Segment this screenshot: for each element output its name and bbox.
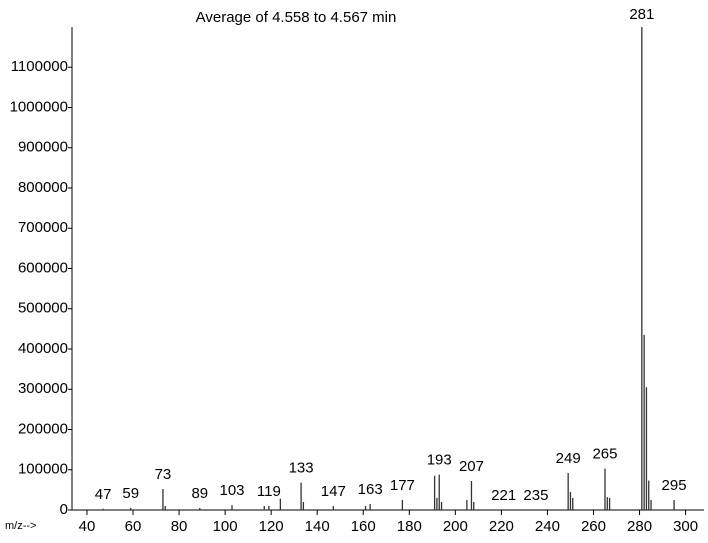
y-tick-label: 400000 [18, 340, 68, 357]
peak-label: 221 [491, 487, 516, 504]
x-tick-label: 140 [305, 518, 330, 535]
x-tick-label: 80 [171, 518, 188, 535]
x-tick-label: 200 [443, 518, 468, 535]
peak-label: 249 [556, 450, 581, 467]
peak-label: 177 [390, 477, 415, 494]
y-tick-label: 800000 [18, 179, 68, 196]
y-tick-label: 100000 [18, 461, 68, 478]
y-tick-label: 500000 [18, 300, 68, 317]
peak-label: 295 [662, 477, 687, 494]
y-tick-label: 1100000 [11, 58, 68, 75]
peak-label: 235 [523, 487, 548, 504]
x-tick-label: 60 [125, 518, 142, 535]
peak-label: 47 [95, 486, 112, 503]
y-tick-label: 0 [60, 501, 68, 518]
peak-label: 147 [321, 483, 346, 500]
x-tick-label: 160 [351, 518, 376, 535]
peak-label: 265 [592, 446, 617, 463]
peak-label: 281 [629, 6, 654, 23]
x-tick-label: 40 [79, 518, 96, 535]
peak-label: 207 [459, 458, 484, 475]
x-tick-label: 260 [581, 518, 606, 535]
x-tick-label: 100 [213, 518, 238, 535]
y-tick-label: 600000 [18, 259, 68, 276]
y-tick-label: 900000 [18, 139, 68, 156]
peak-label: 89 [191, 485, 208, 502]
y-tick-label: 700000 [18, 219, 68, 236]
x-tick-label: 120 [259, 518, 284, 535]
peak-label: 119 [257, 483, 281, 500]
y-tick-label: 300000 [18, 380, 68, 397]
x-tick-label: 300 [673, 518, 698, 535]
peak-label: 103 [219, 482, 244, 499]
y-tick-label: 1000000 [10, 98, 68, 115]
x-tick-label: 240 [535, 518, 560, 535]
peak-label: 133 [289, 460, 314, 477]
x-axis-label: m/z--> [5, 520, 36, 532]
peak-label: 193 [427, 452, 452, 469]
peak-label: 163 [358, 481, 383, 498]
x-tick-label: 280 [627, 518, 652, 535]
x-tick-label: 220 [489, 518, 514, 535]
y-tick-label: 200000 [18, 420, 68, 437]
x-tick-label: 180 [397, 518, 422, 535]
peak-label: 73 [155, 466, 172, 483]
chart-title: Average of 4.558 to 4.567 min [196, 9, 397, 26]
peak-label: 59 [122, 485, 139, 502]
